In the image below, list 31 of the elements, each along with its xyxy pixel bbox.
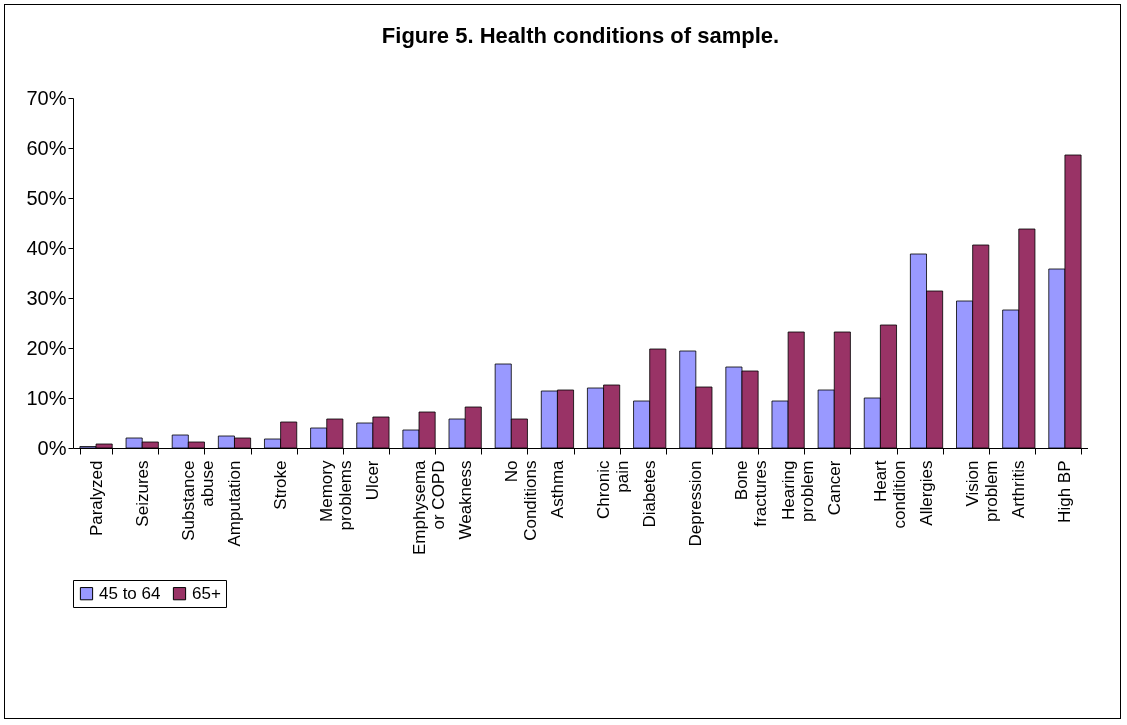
y-tick-label: 50% (26, 186, 67, 209)
x-tick-label: High BP (1055, 460, 1075, 523)
x-tick-label: Substance abuse (178, 460, 217, 541)
x-tick-label: Amputation (224, 460, 244, 547)
x-tick-label: Arthritis (1009, 460, 1029, 519)
y-tick-label: 30% (26, 286, 67, 309)
y-tick-label: 0% (37, 436, 67, 459)
x-tick-label: Asthma (547, 459, 567, 519)
legend-label: 65+ (192, 583, 221, 603)
x-tick-label: Stroke (271, 460, 291, 510)
x-tick-label: Diabetes (640, 460, 660, 528)
x-tick-label: Depression (686, 460, 706, 547)
y-tick-label: 20% (26, 336, 67, 359)
x-tick-label: Chronic pain (594, 460, 633, 520)
x-tick-label: Memory problems (317, 460, 356, 531)
y-tick-label: 10% (26, 386, 67, 409)
y-tick-label: 40% (26, 236, 67, 259)
chart-title: Figure 5. Health conditions of sample. (381, 23, 780, 48)
x-tick-label: Weakness (455, 460, 475, 540)
y-tick-label: 60% (26, 136, 67, 159)
x-tick-label: Vision problem (963, 460, 1002, 522)
x-tick-label: Bone fractures (732, 460, 771, 527)
x-tick-label: Cancer (824, 460, 844, 516)
x-tick-label: Heart condition (870, 460, 909, 529)
x-tick-label: Allergies (917, 460, 937, 526)
x-tick-label: Ulcer (363, 460, 383, 501)
x-tick-label: Emphysema or COPD (409, 459, 448, 555)
x-tick-label: Paralyzed (86, 460, 106, 537)
x-tick-label: Seizures (132, 460, 152, 527)
y-tick-label: 70% (26, 86, 67, 109)
legend-label: 45 to 64 (99, 583, 161, 603)
